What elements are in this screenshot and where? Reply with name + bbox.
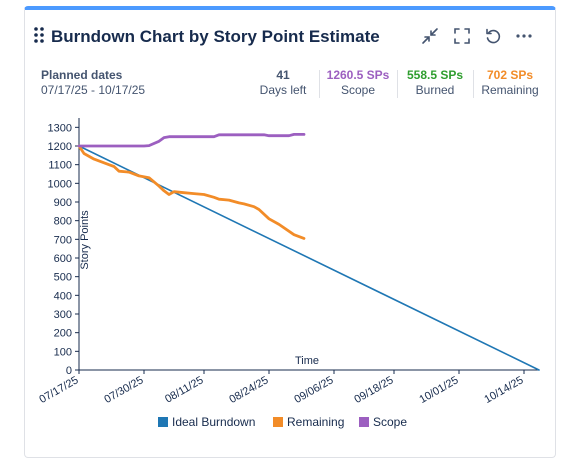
y-tick-label: 1100 — [48, 160, 72, 172]
planned-dates-value: 07/17/25 - 10/17/25 — [41, 83, 146, 97]
y-tick-label: 1000 — [48, 178, 72, 190]
y-tick-label: 900 — [54, 197, 72, 209]
stats-row: Planned dates 07/17/25 - 10/17/25 41 Day… — [25, 68, 555, 100]
legend-swatch — [273, 417, 283, 427]
card-header: Burndown Chart by Story Point Estimate — [25, 10, 555, 58]
legend-label: Remaining — [287, 415, 344, 429]
y-tick-label: 100 — [54, 346, 72, 358]
stat-value: 41 — [276, 68, 290, 82]
x-tick-label: 07/17/25 — [37, 374, 80, 406]
stat-divider — [319, 70, 320, 98]
legend-swatch — [158, 417, 168, 427]
x-tick-label: 08/11/25 — [163, 374, 205, 405]
more-options-icon[interactable] — [515, 27, 533, 45]
x-tick-label: 09/06/25 — [292, 374, 335, 406]
legend-swatch — [359, 417, 369, 427]
series-line-remaining — [77, 144, 306, 240]
x-tick-label: 10/01/25 — [417, 374, 460, 406]
stat-label: Remaining — [481, 83, 539, 97]
stat-label: Days left — [259, 83, 307, 97]
y-axis-label: Story Points — [79, 210, 91, 270]
stat-label: Burned — [415, 83, 455, 97]
y-tick-label: 700 — [54, 234, 72, 246]
stat-days-left: 41 Days left — [253, 68, 313, 98]
stat-scope: 1260.5 SPs Scope — [321, 68, 395, 98]
x-axis-label: Time — [295, 355, 319, 367]
stat-label: Scope — [340, 83, 376, 97]
x-tick-label: 09/18/25 — [352, 374, 395, 406]
planned-dates: Planned dates 07/17/25 - 10/17/25 — [41, 68, 145, 98]
series-line-scope — [77, 132, 306, 148]
refresh-icon[interactable] — [484, 27, 502, 45]
planned-dates-label: Planned dates — [41, 68, 123, 82]
y-tick-label: 1300 — [48, 122, 72, 134]
x-tick-label: 07/30/25 — [102, 374, 145, 406]
stat-divider — [473, 70, 474, 98]
y-tick-label: 500 — [54, 272, 72, 284]
fullscreen-icon[interactable] — [453, 27, 471, 45]
legend-label: Scope — [373, 415, 407, 429]
stat-burned: 558.5 SPs Burned — [399, 68, 471, 98]
y-tick-label: 800 — [54, 216, 72, 228]
collapse-icon[interactable] — [421, 27, 439, 45]
chart-title: Burndown Chart by Story Point Estimate — [51, 27, 380, 46]
y-tick-label: 600 — [54, 253, 72, 265]
legend-label: Ideal Burndown — [172, 415, 255, 429]
x-tick-label: 10/14/25 — [482, 374, 525, 406]
stat-value: 702 SPs — [486, 68, 534, 82]
stat-divider — [397, 70, 398, 98]
y-tick-label: 300 — [54, 309, 72, 321]
stat-remaining: 702 SPs Remaining — [475, 68, 545, 98]
x-tick-label: 08/24/25 — [227, 374, 270, 406]
drag-handle-icon[interactable] — [33, 26, 45, 44]
stat-value: 1260.5 SPs — [326, 68, 390, 82]
y-tick-label: 1200 — [48, 141, 72, 153]
stat-value: 558.5 SPs — [406, 68, 464, 82]
y-tick-label: 400 — [54, 290, 72, 302]
y-tick-label: 0 — [66, 365, 72, 377]
series-line-ideal-burndown — [78, 145, 540, 371]
y-tick-label: 200 — [54, 328, 72, 340]
